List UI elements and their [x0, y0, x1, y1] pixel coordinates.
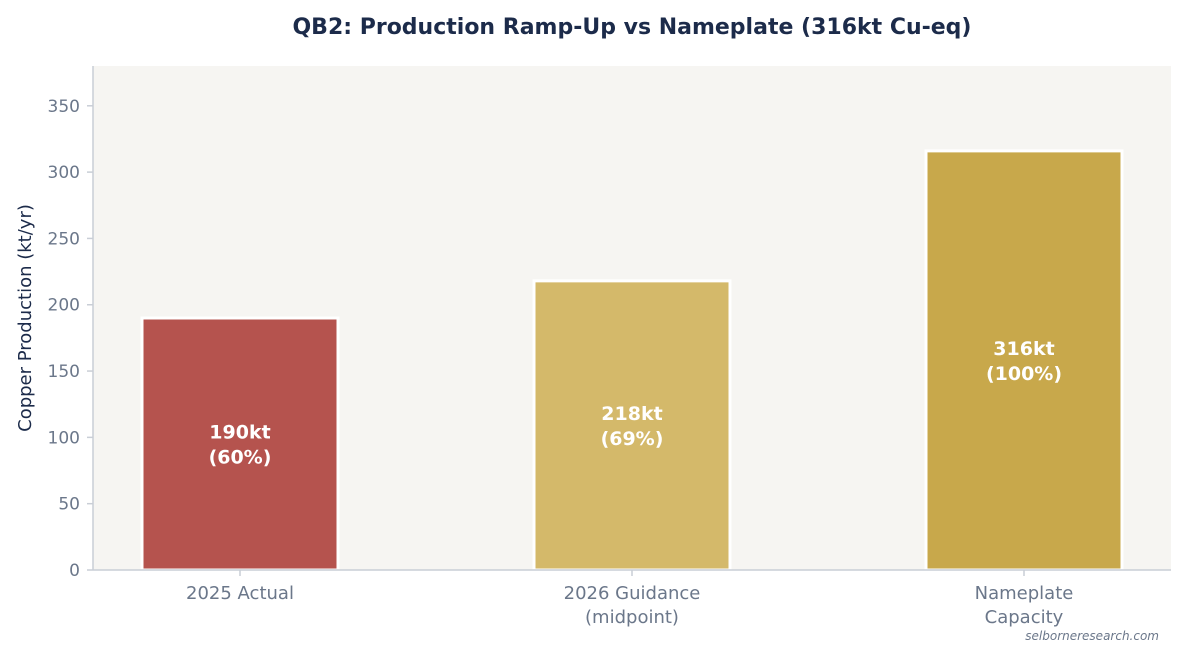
bars-group	[140, 149, 1124, 572]
bar	[924, 149, 1124, 572]
bar-data-label: 190kt	[209, 422, 270, 444]
y-tick-label: 100	[48, 428, 80, 448]
bar-data-label: 218kt	[601, 403, 662, 425]
chart-title: QB2: Production Ramp-Up vs Nameplate (31…	[292, 15, 971, 40]
y-tick-label: 0	[69, 561, 80, 581]
x-tick-label: 2025 Actual	[186, 583, 294, 604]
bar	[532, 279, 732, 572]
bar-data-label: (60%)	[209, 447, 272, 469]
source-credit: selborneresearch.com	[1025, 629, 1159, 643]
y-tick-label: 150	[48, 362, 80, 382]
y-axis-ticks: 0 50 100 150 200 250 300 350	[48, 97, 93, 581]
y-tick-label: 350	[48, 97, 80, 117]
x-tick-label: Capacity	[985, 607, 1064, 628]
x-tick-label: 2026 Guidance	[564, 583, 701, 604]
bar	[140, 316, 340, 572]
bar-data-label: (69%)	[601, 428, 664, 450]
x-tick-label: (midpoint)	[585, 607, 679, 628]
y-tick-label: 200	[48, 296, 80, 316]
x-tick-label: Nameplate	[975, 583, 1074, 604]
y-tick-label: 300	[48, 163, 80, 183]
bar-labels-group: 190kt (60%) 218kt (69%) 316kt (100%)	[209, 338, 1062, 469]
y-tick-label: 50	[58, 495, 80, 515]
x-axis-ticks: 2025 Actual 2026 Guidance (midpoint) Namepl…	[186, 570, 1073, 628]
bar-data-label: 316kt	[993, 338, 1054, 360]
y-axis-label: Copper Production (kt/yr)	[15, 204, 36, 432]
bar-data-label: (100%)	[986, 363, 1062, 385]
y-tick-label: 250	[48, 229, 80, 249]
